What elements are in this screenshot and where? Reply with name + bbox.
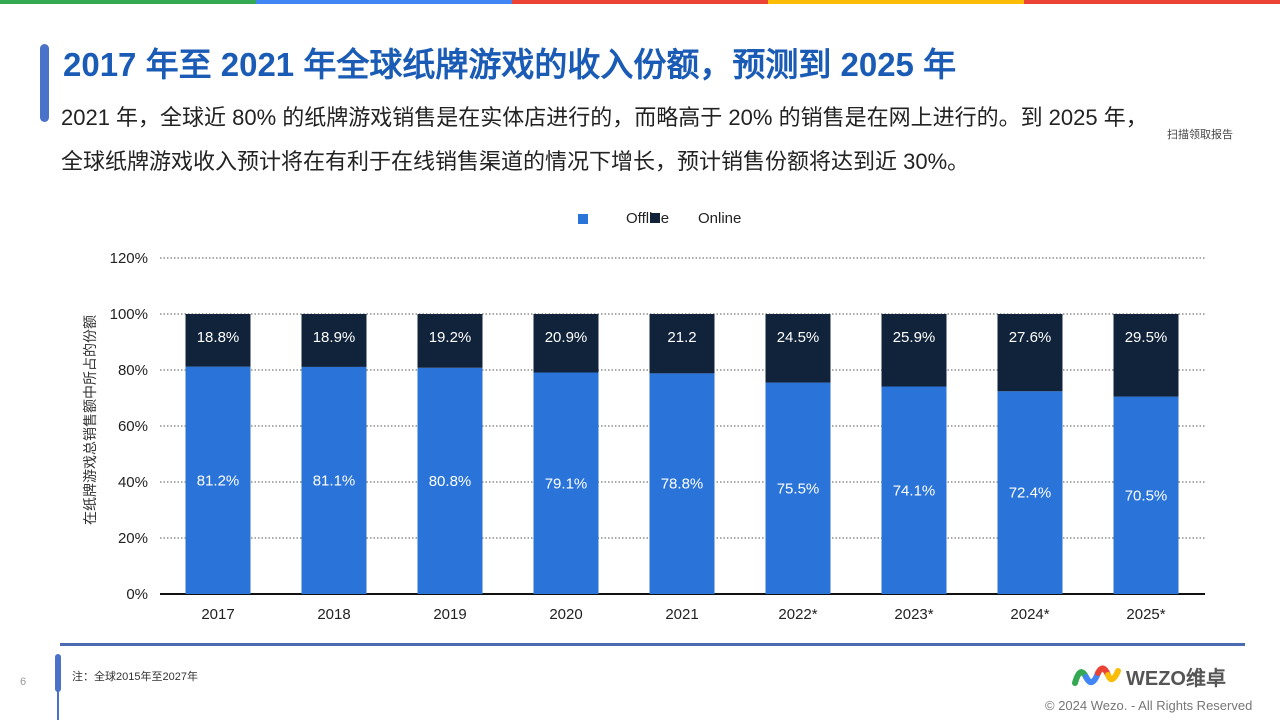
- scan-report-link[interactable]: 扫描领取报告: [1167, 129, 1233, 141]
- data-label-offline: 72.4%: [1009, 485, 1052, 502]
- y-tick-label: 20%: [118, 530, 148, 547]
- bar-online-2017: [185, 314, 251, 367]
- bar-online-2022*: [765, 314, 831, 383]
- data-label-offline: 81.1%: [313, 472, 356, 489]
- data-label-online: 25.9%: [893, 329, 936, 346]
- x-tick-label: 2022*: [778, 606, 817, 623]
- bar-offline-2022*: [765, 382, 831, 594]
- footer-vline: [57, 690, 59, 720]
- y-axis-label: 在纸牌游戏总销售额中所占的份额: [82, 315, 99, 525]
- bar-offline-2023*: [881, 386, 947, 594]
- data-label-offline: 70.5%: [1125, 487, 1168, 504]
- data-label-offline: 75.5%: [777, 480, 820, 497]
- page-number: 6: [20, 676, 27, 688]
- bar-online-2018: [301, 314, 367, 367]
- page-title: 2017 年至 2021 年全球纸牌游戏的收入份额，预测到 2025 年: [63, 46, 957, 83]
- legend-swatch-online: [650, 213, 660, 223]
- x-tick-label: 2019: [433, 606, 466, 623]
- x-tick-label: 2021: [665, 606, 698, 623]
- data-label-offline: 80.8%: [429, 473, 472, 490]
- wezo-logo: WEZO维卓: [1072, 662, 1226, 691]
- stacked-bar-chart: 0% 20% 40% 60% 80% 100% 120% 在纸牌游戏总销售额中所占的份额 Off…: [82, 210, 1205, 623]
- bar-online-2025*: [1113, 314, 1179, 397]
- wezo-logo-icon: [1072, 665, 1121, 686]
- bar-offline-2020: [533, 372, 599, 594]
- copyright: © 2024 Wezo. - All Rights Reserved: [1045, 698, 1253, 713]
- data-label-online: 19.2%: [429, 329, 472, 346]
- bar-online-2020: [533, 314, 599, 373]
- data-label-offline: 79.1%: [545, 475, 588, 492]
- data-label-online: 24.5%: [777, 329, 820, 346]
- bar-online-2023*: [881, 314, 947, 387]
- data-label-online: 21.2: [667, 329, 696, 346]
- data-label-online: 20.9%: [545, 329, 588, 346]
- y-tick-label: 40%: [118, 474, 148, 491]
- bar-online-2019: [417, 314, 483, 368]
- x-tick-label: 2024*: [1010, 606, 1049, 623]
- data-label-online: 27.6%: [1009, 329, 1052, 346]
- bar-online-2021: [649, 314, 715, 374]
- bar-offline-2021: [649, 373, 715, 594]
- data-label-offline: 78.8%: [661, 476, 704, 493]
- top-color-bar: [0, 0, 1280, 4]
- y-tick-label: 60%: [118, 418, 148, 435]
- bar-offline-2025*: [1113, 396, 1179, 594]
- x-tick-label: 2023*: [894, 606, 933, 623]
- x-tick-label: 2018: [317, 606, 350, 623]
- footnote: 注：全球2015年至2027年: [72, 671, 198, 683]
- title-accent: [40, 44, 49, 122]
- data-label-online: 18.9%: [313, 329, 356, 346]
- y-tick-label: 0%: [126, 586, 148, 603]
- page-subtitle: 2021 年，全球近 80% 的纸牌游戏销售是在实体店进行的，而略高于 20% …: [61, 105, 1148, 174]
- bar-offline-2019: [417, 367, 483, 594]
- bar-offline-2018: [301, 366, 367, 594]
- bar-offline-2017: [185, 366, 251, 594]
- legend-label-online: Online: [698, 210, 741, 227]
- y-tick-label: 100%: [110, 306, 148, 323]
- x-tick-label: 2020: [549, 606, 582, 623]
- data-label-offline: 81.2%: [197, 472, 240, 489]
- y-tick-label: 120%: [110, 250, 148, 267]
- logo-text: WEZO维卓: [1126, 668, 1226, 690]
- footer-accent: [55, 654, 61, 692]
- x-tick-label: 2025*: [1126, 606, 1165, 623]
- legend-swatch-offline: [578, 214, 588, 224]
- bar-offline-2024*: [997, 391, 1063, 594]
- y-tick-label: 80%: [118, 362, 148, 379]
- x-tick-label: 2017: [201, 606, 234, 623]
- legend-label-offline: Offline: [626, 210, 669, 227]
- footer-divider: [60, 643, 1245, 646]
- bar-online-2024*: [997, 314, 1063, 392]
- data-label-online: 29.5%: [1125, 329, 1168, 346]
- data-label-online: 18.8%: [197, 329, 240, 346]
- data-label-offline: 74.1%: [893, 482, 936, 499]
